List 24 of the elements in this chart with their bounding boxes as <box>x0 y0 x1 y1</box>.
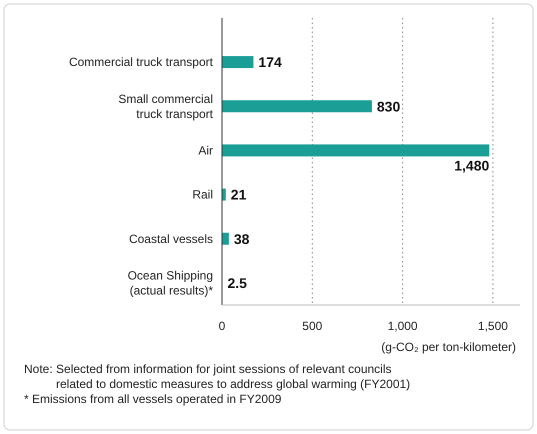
text: * Emissions from all vessels operated in FY2009 <box>24 392 282 406</box>
y-tick-label: Small commercial truck transport <box>118 92 214 121</box>
x-tick-label: 0 <box>218 319 226 333</box>
data-label: 1,480 <box>454 157 490 174</box>
x-tick-label: 500 <box>302 319 323 333</box>
x-axis-title: (g-CO₂ per ton-kilometer) <box>381 340 516 354</box>
bar <box>222 144 490 156</box>
data-label: 38 <box>234 230 250 247</box>
data-label: 21 <box>230 186 247 203</box>
y-tick-label: Coastal vessels <box>128 232 213 246</box>
y-tick-label: Commercial truck transport <box>68 55 214 70</box>
y-tick-label: Rail <box>192 188 213 202</box>
bar <box>222 56 254 68</box>
y-tick-label: Ocean Shipping (actual results)* <box>128 268 214 298</box>
bar <box>222 232 229 245</box>
data-label: 2.5 <box>227 274 248 291</box>
data-label: 830 <box>376 98 400 114</box>
x-tick-label: 1,000 <box>388 319 418 333</box>
bar <box>222 100 372 112</box>
y-tick-label: Air <box>198 143 213 158</box>
bar <box>222 188 226 201</box>
data-label: 174 <box>258 54 282 70</box>
x-tick-label: 1,500 <box>478 319 508 333</box>
text: Note: Selected from information for joint sessions of relevant councils related to domestic measures to address global warming (FY2001) <box>24 362 410 391</box>
